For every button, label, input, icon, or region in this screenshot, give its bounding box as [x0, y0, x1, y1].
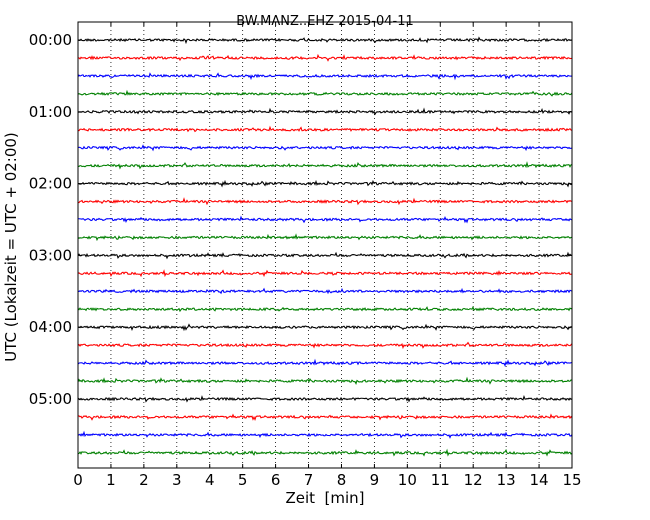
x-tick-label: 5: [238, 471, 248, 489]
x-tick-label: 10: [398, 471, 417, 489]
x-tick-label: 0: [73, 471, 83, 489]
x-axis-ticks: 0 1 2 3 4 5 6 7 8 9 10 11 12 13 14 15: [73, 22, 582, 489]
x-tick-label: 6: [271, 471, 281, 489]
x-tick-label: 7: [304, 471, 314, 489]
trace-line: [77, 341, 573, 350]
x-tick-label: 11: [431, 471, 450, 489]
trace-line: [77, 107, 573, 116]
y-axis-ticks: 00:00 01:00 02:00 03:00 04:00 05:00: [29, 31, 572, 408]
trace-line: [77, 413, 573, 421]
y-tick-label: 02:00: [29, 175, 72, 193]
x-tick-label: 3: [172, 471, 182, 489]
trace-line: [77, 287, 573, 295]
trace-line: [77, 358, 573, 367]
x-axis-label: Zeit [min]: [285, 489, 364, 507]
trace-line: [77, 89, 573, 97]
x-tick-label: 12: [464, 471, 483, 489]
trace-line: [77, 197, 573, 206]
trace-line: [77, 269, 573, 278]
trace-line: [77, 144, 573, 152]
x-tick-label: 2: [139, 471, 149, 489]
x-tick-label: 14: [530, 471, 549, 489]
trace-line: [77, 233, 573, 242]
trace-line: [77, 448, 573, 457]
trace-line: [77, 161, 573, 170]
y-tick-label: 05:00: [29, 390, 72, 408]
x-tick-label: 1: [106, 471, 116, 489]
trace-line: [77, 72, 573, 81]
trace-line: [77, 376, 573, 385]
x-tick-label: 4: [205, 471, 215, 489]
trace-line: [77, 179, 573, 188]
trace-line: [77, 53, 573, 62]
x-tick-label: 13: [497, 471, 516, 489]
plot-frame: [77, 21, 573, 469]
trace-line: [77, 430, 573, 439]
y-tick-label: 04:00: [29, 318, 72, 336]
trace-line: [77, 305, 573, 313]
trace-line: [77, 251, 573, 260]
trace-line: [77, 215, 573, 224]
x-tick-label: 15: [562, 471, 581, 489]
y-tick-label: 01:00: [29, 103, 72, 121]
trace-line: [77, 125, 573, 133]
y-tick-label: 03:00: [29, 246, 72, 264]
trace-group: [77, 36, 573, 457]
trace-line: [77, 323, 573, 332]
x-tick-label: 8: [337, 471, 347, 489]
y-tick-label: 00:00: [29, 31, 72, 49]
x-tick-label: 9: [370, 471, 380, 489]
vertical-grid-lines: [110, 22, 540, 468]
y-axis-label: UTC (Lokalzeit = UTC + 02:00): [2, 132, 20, 362]
trace-line: [77, 36, 573, 45]
trace-line: [77, 394, 573, 403]
